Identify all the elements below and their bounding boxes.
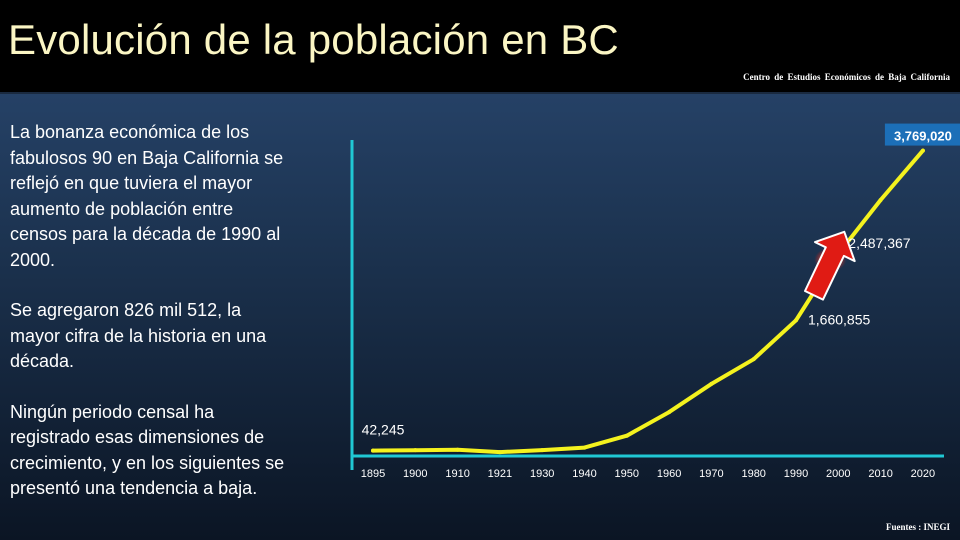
data-point-1910 [455,447,460,452]
data-point-1990 [794,318,798,323]
source-credit-bottom: Fuentes : INEGI [885,522,950,532]
x-tick-label-1960: 1960 [657,468,681,480]
data-point-1960 [667,410,672,415]
x-tick-label-2010: 2010 [868,468,892,480]
source-credit-top: Centro de Estudios Económicos de Baja Ca… [743,72,950,82]
page-title: Evolución de la población en BC [8,16,619,63]
paragraph-1: La bonanza económica de los fabulosos 90… [10,122,284,270]
data-point-1900 [413,448,418,453]
data-point-1950 [624,433,629,438]
x-tick-label-1990: 1990 [784,468,808,480]
data-point-1980 [751,357,756,362]
x-tick-label-1921: 1921 [488,468,512,480]
data-label-1990: 1,660,855 [808,311,870,327]
paragraph-2: Se agregaron 826 mil 512, la mayor cifra… [10,300,267,371]
x-tick-label-1940: 1940 [572,468,596,480]
data-point-1930 [540,448,545,453]
paragraph-3: Ningún periodo censal ha registrado esas… [10,401,285,499]
series-line [371,148,925,455]
data-point-2020 [920,148,925,153]
x-tick-label-1900: 1900 [403,468,427,480]
data-point-1895 [371,448,375,453]
chart-axes [350,140,944,470]
x-tick-label-1950: 1950 [615,468,639,480]
data-point-2010 [878,197,883,202]
x-tick-label-1970: 1970 [699,468,723,480]
header-bar: Evolución de la población en BC Centro d… [0,0,960,94]
data-point-1940 [582,445,587,450]
data-point-1970 [709,381,714,386]
data-point-1921 [497,450,502,455]
x-tick-label-1930: 1930 [530,468,554,480]
x-tick-label-1895: 1895 [361,468,385,480]
x-tick-label-2000: 2000 [826,468,850,480]
x-tick-label-1910: 1910 [445,468,469,480]
body-text: La bonanza económica de los fabulosos 90… [10,120,346,502]
data-label-1895: 42,245 [362,422,405,438]
x-tick-label-1980: 1980 [741,468,765,480]
highlight-box [884,123,960,146]
x-tick-label-2020: 2020 [911,468,935,480]
data-label-2000: 2,487,367 [848,235,910,251]
data-label-2020: 3,769,020 [894,129,952,144]
growth-arrow [804,230,856,301]
